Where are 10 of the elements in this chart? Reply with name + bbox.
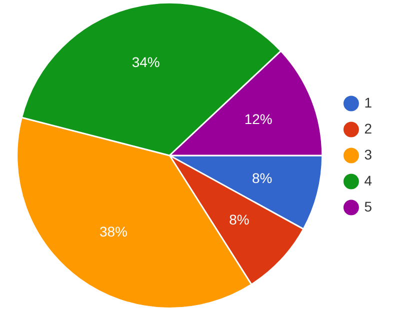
legend-label: 5	[364, 198, 372, 214]
data-label: 8%	[252, 170, 272, 186]
legend-label: 2	[364, 120, 372, 136]
data-label: 38%	[99, 224, 128, 240]
data-label: 12%	[244, 111, 272, 128]
legend-label: 3	[364, 146, 372, 162]
legend-label: 4	[364, 172, 372, 188]
data-label: 8%	[229, 212, 250, 228]
legend-label: 1	[364, 94, 372, 110]
data-label: 34%	[132, 54, 160, 70]
